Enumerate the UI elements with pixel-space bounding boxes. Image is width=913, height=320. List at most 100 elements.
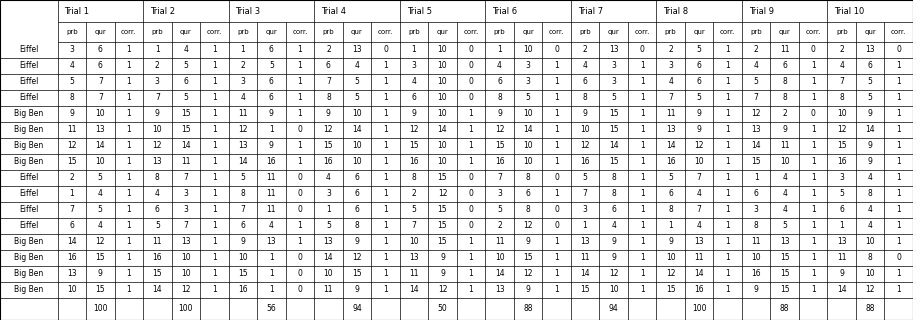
Text: corr.: corr. — [292, 29, 308, 35]
Text: 10: 10 — [866, 237, 875, 246]
Text: corr.: corr. — [549, 29, 564, 35]
Text: 9: 9 — [668, 237, 673, 246]
Text: 8: 8 — [868, 189, 873, 198]
Text: 7: 7 — [497, 173, 502, 182]
Text: 1: 1 — [811, 205, 815, 214]
Text: 1: 1 — [298, 237, 302, 246]
Text: 12: 12 — [437, 189, 447, 198]
Text: 1: 1 — [640, 237, 645, 246]
Text: 1: 1 — [212, 189, 216, 198]
Text: 3: 3 — [611, 77, 616, 86]
Text: 13: 13 — [181, 237, 191, 246]
Text: 4: 4 — [782, 189, 787, 198]
Text: 2: 2 — [412, 189, 416, 198]
Text: 16: 16 — [694, 285, 704, 294]
Text: 1: 1 — [269, 253, 274, 262]
Text: 8: 8 — [839, 93, 845, 102]
Text: 14: 14 — [238, 157, 247, 166]
Text: 14: 14 — [323, 253, 333, 262]
Text: 1: 1 — [811, 285, 815, 294]
Text: 9: 9 — [326, 109, 331, 118]
Text: 11: 11 — [780, 45, 790, 54]
Text: 4: 4 — [98, 221, 103, 230]
Text: 7: 7 — [98, 93, 103, 102]
Text: 5: 5 — [354, 93, 360, 102]
Text: 10: 10 — [437, 93, 447, 102]
Text: 6: 6 — [240, 221, 246, 230]
Text: 9: 9 — [754, 285, 759, 294]
Text: 10: 10 — [694, 157, 704, 166]
Text: 1: 1 — [126, 109, 131, 118]
Text: 0: 0 — [298, 253, 302, 262]
Text: 1: 1 — [725, 45, 730, 54]
Text: 5: 5 — [269, 61, 274, 70]
Text: 1: 1 — [725, 109, 730, 118]
Text: 1: 1 — [725, 269, 730, 278]
Text: 8: 8 — [868, 253, 873, 262]
Text: 12: 12 — [324, 125, 333, 134]
Text: 1: 1 — [468, 253, 473, 262]
Text: 4: 4 — [582, 61, 587, 70]
Text: prb: prb — [579, 29, 591, 35]
Text: 13: 13 — [666, 125, 676, 134]
Text: 13: 13 — [238, 141, 247, 150]
Text: qur: qur — [522, 29, 534, 35]
Text: 14: 14 — [581, 269, 590, 278]
Text: 12: 12 — [751, 109, 761, 118]
Text: 7: 7 — [326, 77, 331, 86]
Text: 1: 1 — [811, 61, 815, 70]
Text: prb: prb — [322, 29, 334, 35]
Text: 11: 11 — [751, 237, 761, 246]
Text: 2: 2 — [69, 173, 74, 182]
Text: 14: 14 — [67, 237, 77, 246]
Text: 1: 1 — [725, 141, 730, 150]
Text: 1: 1 — [498, 45, 502, 54]
Text: 1: 1 — [640, 77, 645, 86]
Text: 1: 1 — [298, 77, 302, 86]
Text: 8: 8 — [326, 93, 331, 102]
Text: 15: 15 — [152, 269, 163, 278]
Text: 6: 6 — [269, 77, 274, 86]
Text: 10: 10 — [523, 109, 533, 118]
Text: 15: 15 — [437, 221, 447, 230]
Text: 1: 1 — [725, 205, 730, 214]
Text: 6: 6 — [184, 77, 188, 86]
Text: 1: 1 — [897, 221, 901, 230]
Text: 14: 14 — [666, 141, 676, 150]
Text: 12: 12 — [409, 125, 419, 134]
Text: 1: 1 — [269, 285, 274, 294]
Text: 1: 1 — [554, 157, 559, 166]
Text: 10: 10 — [409, 237, 419, 246]
Text: 1: 1 — [326, 205, 331, 214]
Text: 3: 3 — [69, 45, 74, 54]
Text: 11: 11 — [324, 285, 333, 294]
Text: 6: 6 — [412, 93, 416, 102]
Text: 12: 12 — [866, 285, 875, 294]
Text: 9: 9 — [69, 109, 74, 118]
Text: 1: 1 — [725, 125, 730, 134]
Text: 15: 15 — [437, 173, 447, 182]
Text: 9: 9 — [240, 237, 246, 246]
Text: 5: 5 — [611, 93, 616, 102]
Text: 14: 14 — [866, 125, 875, 134]
Text: 1: 1 — [126, 157, 131, 166]
Text: 1: 1 — [212, 109, 216, 118]
Text: 1: 1 — [811, 93, 815, 102]
Text: 100: 100 — [93, 304, 108, 313]
Text: 9: 9 — [526, 285, 530, 294]
Text: 8: 8 — [69, 93, 74, 102]
Text: 11: 11 — [267, 189, 276, 198]
Text: 1: 1 — [126, 93, 131, 102]
Text: 1: 1 — [897, 237, 901, 246]
Text: 16: 16 — [837, 157, 846, 166]
Text: 100: 100 — [692, 304, 707, 313]
Text: 1: 1 — [640, 173, 645, 182]
Text: 1: 1 — [212, 253, 216, 262]
Text: 1: 1 — [897, 173, 901, 182]
Text: 8: 8 — [498, 93, 502, 102]
Text: 6: 6 — [69, 221, 74, 230]
Text: 3: 3 — [497, 189, 502, 198]
Text: 12: 12 — [437, 285, 447, 294]
Text: 11: 11 — [181, 157, 191, 166]
Text: 0: 0 — [811, 45, 815, 54]
